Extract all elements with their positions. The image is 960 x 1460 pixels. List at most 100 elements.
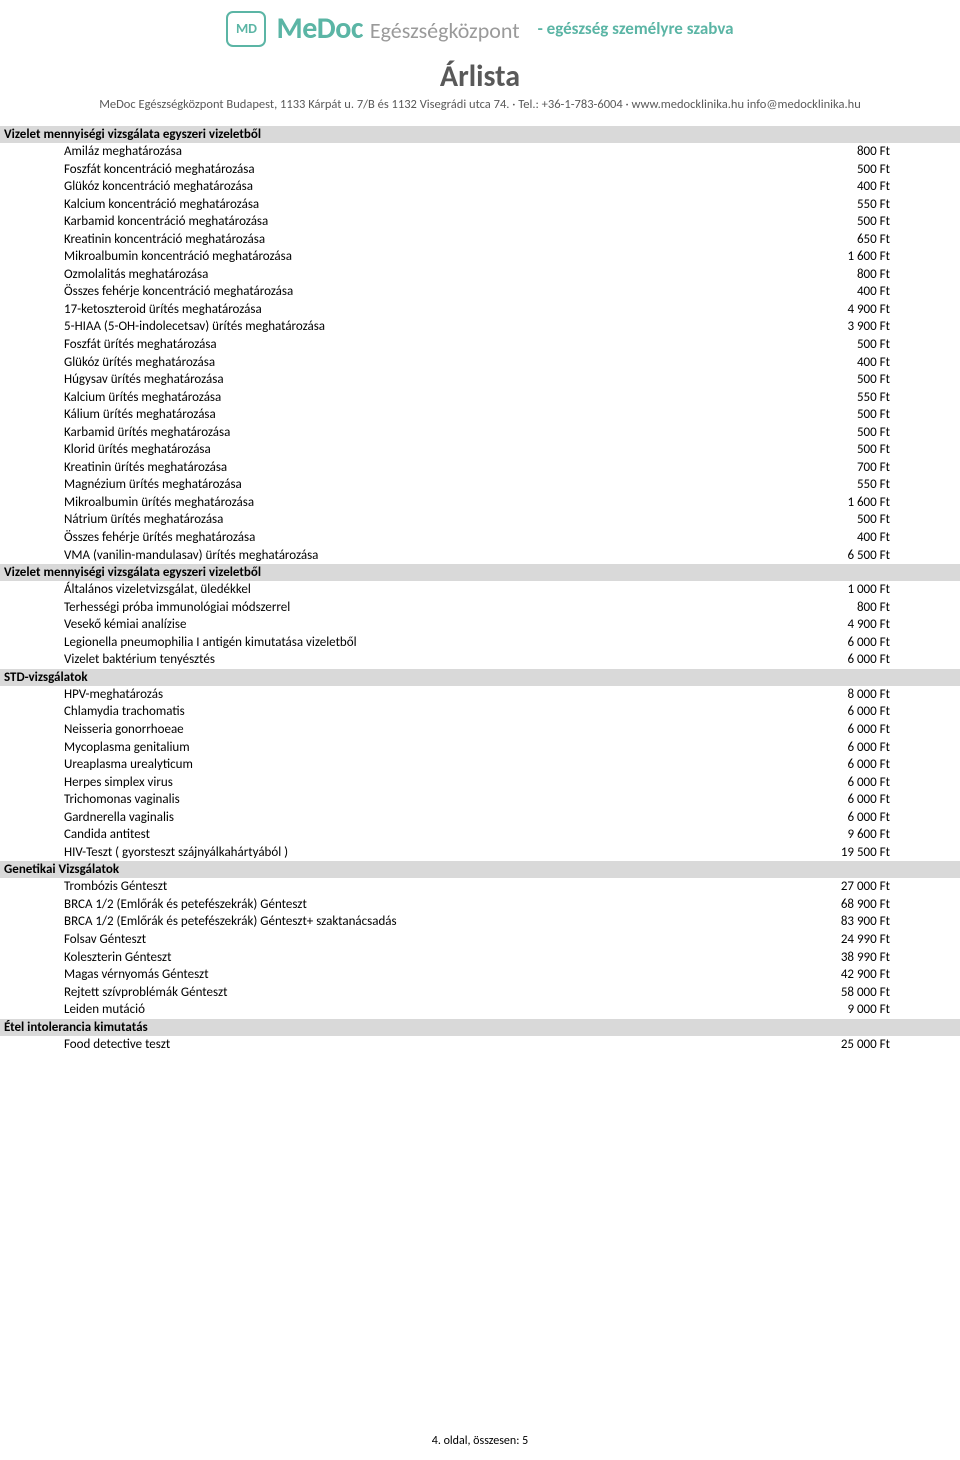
page: MD MeDoc Egészségközpont - egészség szem… xyxy=(0,0,960,1460)
item-price: 800 Ft xyxy=(857,143,890,161)
item-label: Mycoplasma genitalium xyxy=(64,739,847,757)
price-row: Leiden mutáció9 000 Ft xyxy=(0,1001,960,1019)
item-price: 9 600 Ft xyxy=(847,826,890,844)
item-price: 6 000 Ft xyxy=(847,756,890,774)
item-label: Legionella pneumophilia I antigén kimuta… xyxy=(64,634,847,652)
price-row: Gardnerella vaginalis6 000 Ft xyxy=(0,809,960,827)
section-header: Genetikai Vizsgálatok xyxy=(0,861,960,878)
item-label: Foszfát ürítés meghatározása xyxy=(64,336,857,354)
page-footer: 4. oldal, összesen: 5 xyxy=(0,1434,960,1448)
item-price: 6 500 Ft xyxy=(847,547,890,565)
price-row: Trombózis Génteszt27 000 Ft xyxy=(0,878,960,896)
item-label: Foszfát koncentráció meghatározása xyxy=(64,161,857,179)
price-row: Trichomonas vaginalis6 000 Ft xyxy=(0,791,960,809)
item-label: Gardnerella vaginalis xyxy=(64,809,847,827)
item-label: BRCA 1/2 (Emlőrák és petefészekrák) Gént… xyxy=(64,913,841,931)
item-price: 650 Ft xyxy=(857,231,890,249)
item-price: 500 Ft xyxy=(857,406,890,424)
item-label: Kreatinin ürítés meghatározása xyxy=(64,459,857,477)
item-price: 400 Ft xyxy=(857,283,890,301)
item-label: Mikroalbumin koncentráció meghatározása xyxy=(64,248,847,266)
item-price: 27 000 Ft xyxy=(841,878,890,896)
price-row: BRCA 1/2 (Emlőrák és petefészekrák) Gént… xyxy=(0,913,960,931)
item-price: 550 Ft xyxy=(857,476,890,494)
item-label: Általános vizeletvizsgálat, üledékkel xyxy=(64,581,847,599)
price-row: Húgysav ürítés meghatározása500 Ft xyxy=(0,371,960,389)
price-row: Foszfát ürítés meghatározása500 Ft xyxy=(0,336,960,354)
price-row: Ozmolalitás meghatározása800 Ft xyxy=(0,266,960,284)
page-title: Árlista xyxy=(0,58,960,95)
price-row: Összes fehérje koncentráció meghatározás… xyxy=(0,283,960,301)
section-header: Étel intolerancia kimutatás xyxy=(0,1019,960,1036)
price-row: Karbamid koncentráció meghatározása500 F… xyxy=(0,213,960,231)
price-row: Kálium ürítés meghatározása500 Ft xyxy=(0,406,960,424)
item-price: 6 000 Ft xyxy=(847,651,890,669)
price-row: HPV-meghatározás8 000 Ft xyxy=(0,686,960,704)
price-row: Folsav Génteszt24 990 Ft xyxy=(0,931,960,949)
item-label: Glükóz koncentráció meghatározása xyxy=(64,178,857,196)
item-price: 8 000 Ft xyxy=(847,686,890,704)
item-price: 400 Ft xyxy=(857,354,890,372)
price-row: Nátrium ürítés meghatározása500 Ft xyxy=(0,511,960,529)
section-header: Vizelet mennyiségi vizsgálata egyszeri v… xyxy=(0,126,960,143)
item-price: 6 000 Ft xyxy=(847,809,890,827)
item-label: Kalcium koncentráció meghatározása xyxy=(64,196,857,214)
price-row: Klorid ürítés meghatározása500 Ft xyxy=(0,441,960,459)
section-header: Vizelet mennyiségi vizsgálata egyszeri v… xyxy=(0,564,960,581)
price-row: Food detective teszt25 000 Ft xyxy=(0,1036,960,1054)
item-price: 1 600 Ft xyxy=(847,494,890,512)
item-label: Klorid ürítés meghatározása xyxy=(64,441,857,459)
item-label: Leiden mutáció xyxy=(64,1001,847,1019)
item-label: Folsav Génteszt xyxy=(64,931,841,949)
item-price: 500 Ft xyxy=(857,441,890,459)
item-price: 700 Ft xyxy=(857,459,890,477)
price-row: Magnézium ürítés meghatározása550 Ft xyxy=(0,476,960,494)
item-price: 800 Ft xyxy=(857,599,890,617)
price-row: Kalcium koncentráció meghatározása550 Ft xyxy=(0,196,960,214)
price-row: Mikroalbumin koncentráció meghatározása1… xyxy=(0,248,960,266)
item-label: Trichomonas vaginalis xyxy=(64,791,847,809)
item-price: 6 000 Ft xyxy=(847,739,890,757)
price-row: HIV-Teszt ( gyorsteszt szájnyálkahártyáb… xyxy=(0,844,960,862)
price-row: Glükóz ürítés meghatározása400 Ft xyxy=(0,354,960,372)
price-row: Vesekő kémiai analízise4 900 Ft xyxy=(0,616,960,634)
item-price: 6 000 Ft xyxy=(847,634,890,652)
item-label: Karbamid ürítés meghatározása xyxy=(64,424,857,442)
price-row: Karbamid ürítés meghatározása500 Ft xyxy=(0,424,960,442)
price-row: Neisseria gonorrhoeae6 000 Ft xyxy=(0,721,960,739)
item-price: 400 Ft xyxy=(857,178,890,196)
brand-block: MeDoc Egészségközpont xyxy=(276,10,519,47)
item-label: Neisseria gonorrhoeae xyxy=(64,721,847,739)
price-row: Amiláz meghatározása800 Ft xyxy=(0,143,960,161)
item-price: 1 600 Ft xyxy=(847,248,890,266)
item-label: Kálium ürítés meghatározása xyxy=(64,406,857,424)
item-label: Ureaplasma urealyticum xyxy=(64,756,847,774)
item-label: Glükóz ürítés meghatározása xyxy=(64,354,857,372)
slogan: - egészség személyre szabva xyxy=(538,18,734,39)
item-label: Összes fehérje koncentráció meghatározás… xyxy=(64,283,857,301)
item-label: Karbamid koncentráció meghatározása xyxy=(64,213,857,231)
page-subtitle: MeDoc Egészségközpont Budapest, 1133 Kár… xyxy=(0,97,960,112)
item-label: Vesekő kémiai analízise xyxy=(64,616,847,634)
item-label: BRCA 1/2 (Emlőrák és petefészekrák) Gént… xyxy=(64,896,841,914)
price-row: Terhességi próba immunológiai módszerrel… xyxy=(0,599,960,617)
item-label: Rejtett szívproblémák Génteszt xyxy=(64,984,841,1002)
price-row: Rejtett szívproblémák Génteszt58 000 Ft xyxy=(0,984,960,1002)
brand-sub: Egészségközpont xyxy=(370,17,520,44)
item-price: 6 000 Ft xyxy=(847,774,890,792)
price-row: Mycoplasma genitalium6 000 Ft xyxy=(0,739,960,757)
price-row: Foszfát koncentráció meghatározása500 Ft xyxy=(0,161,960,179)
price-row: BRCA 1/2 (Emlőrák és petefészekrák) Gént… xyxy=(0,896,960,914)
price-row: Herpes simplex virus6 000 Ft xyxy=(0,774,960,792)
item-price: 550 Ft xyxy=(857,196,890,214)
item-price: 6 000 Ft xyxy=(847,721,890,739)
price-row: Kreatinin koncentráció meghatározása650 … xyxy=(0,231,960,249)
item-label: Összes fehérje ürítés meghatározása xyxy=(64,529,857,547)
item-price: 500 Ft xyxy=(857,511,890,529)
item-label: Nátrium ürítés meghatározása xyxy=(64,511,857,529)
item-label: Kreatinin koncentráció meghatározása xyxy=(64,231,857,249)
item-label: Mikroalbumin ürítés meghatározása xyxy=(64,494,847,512)
item-label: Herpes simplex virus xyxy=(64,774,847,792)
item-price: 83 900 Ft xyxy=(841,913,890,931)
brand-name: MeDoc xyxy=(276,10,362,47)
